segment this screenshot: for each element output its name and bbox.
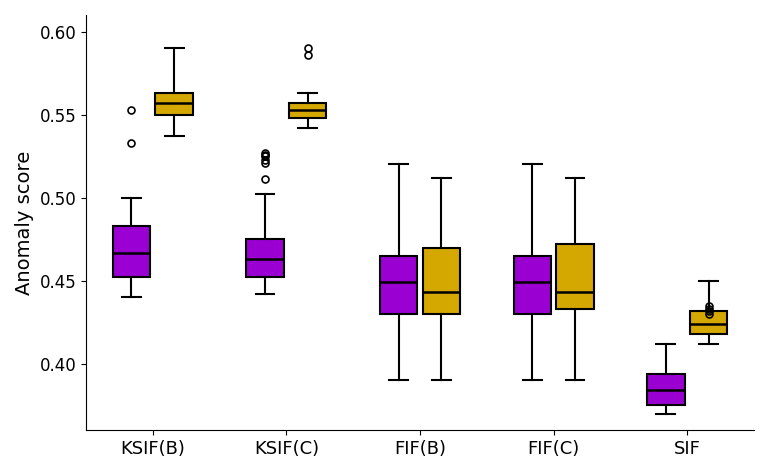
PathPatch shape [113, 226, 150, 278]
PathPatch shape [423, 247, 460, 314]
PathPatch shape [246, 239, 284, 278]
PathPatch shape [690, 311, 727, 334]
PathPatch shape [155, 93, 193, 114]
PathPatch shape [380, 256, 418, 314]
PathPatch shape [514, 256, 551, 314]
PathPatch shape [289, 103, 327, 118]
Y-axis label: Anomaly score: Anomaly score [15, 150, 34, 295]
PathPatch shape [647, 374, 684, 405]
PathPatch shape [556, 244, 594, 309]
